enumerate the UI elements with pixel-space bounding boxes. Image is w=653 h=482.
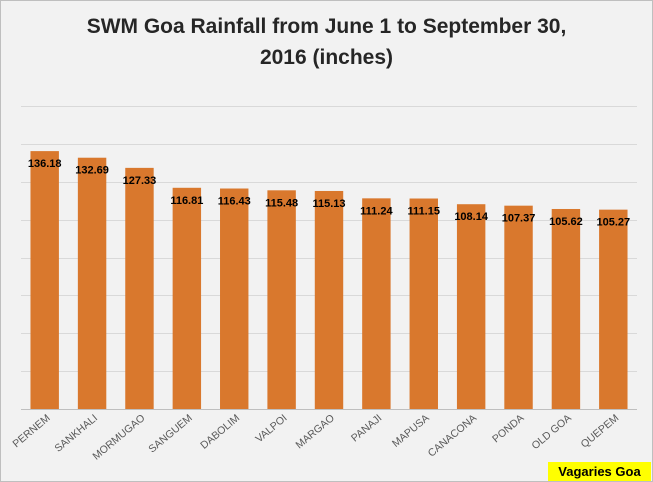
bar	[504, 205, 533, 409]
x-tick-label: CANACONA	[426, 412, 479, 459]
bar	[314, 190, 344, 409]
data-label: 127.33	[123, 175, 157, 187]
bar	[456, 204, 486, 409]
bar	[172, 187, 202, 409]
bar	[551, 208, 581, 409]
x-tick-label: QUEPEM	[579, 412, 622, 450]
bar	[409, 198, 438, 409]
data-label: 107.37	[502, 213, 536, 225]
x-tick-label: MAPUSA	[390, 412, 432, 450]
data-label: 116.43	[218, 196, 251, 208]
x-tick-label: VALPOI	[253, 412, 289, 445]
chart-title-line-2: 2016 (inches)	[259, 46, 394, 69]
bar	[77, 157, 107, 409]
x-tick-label: MARGAO	[293, 412, 336, 451]
data-label: 111.24	[360, 205, 393, 217]
data-label: 105.27	[596, 217, 630, 229]
data-label: 116.81	[170, 195, 203, 207]
x-tick-label: DABOLIM	[198, 412, 242, 452]
data-label: 108.14	[454, 211, 489, 223]
bar	[599, 209, 628, 409]
x-tick-label: MORMUGAO	[91, 412, 148, 462]
bar	[30, 151, 59, 409]
chart-title-line-1: SWM Goa Rainfall from June 1 to Septembe…	[86, 15, 567, 38]
bar	[267, 190, 296, 409]
bar	[220, 188, 249, 409]
x-tick-label: PANAJI	[349, 412, 384, 444]
data-label: 105.62	[549, 216, 583, 228]
data-label: 115.48	[265, 197, 298, 209]
data-label: 136.18	[28, 158, 62, 170]
data-label: 111.15	[408, 206, 440, 218]
data-label: 115.13	[312, 198, 345, 210]
chart-title: SWM Goa Rainfall from June 1 to Septembe…	[1, 11, 652, 73]
x-tick-label: PONDA	[490, 412, 526, 445]
watermark-badge: Vagaries Goa	[548, 462, 651, 481]
data-label: 132.69	[75, 165, 109, 177]
x-tick-label: PERNEM	[10, 412, 52, 450]
bar	[125, 167, 154, 409]
x-tick-label: SANKHALI	[53, 412, 100, 455]
bar	[362, 198, 391, 409]
x-tick-label: SANGUEM	[146, 412, 194, 455]
x-tick-label: OLD GOA	[529, 412, 573, 452]
